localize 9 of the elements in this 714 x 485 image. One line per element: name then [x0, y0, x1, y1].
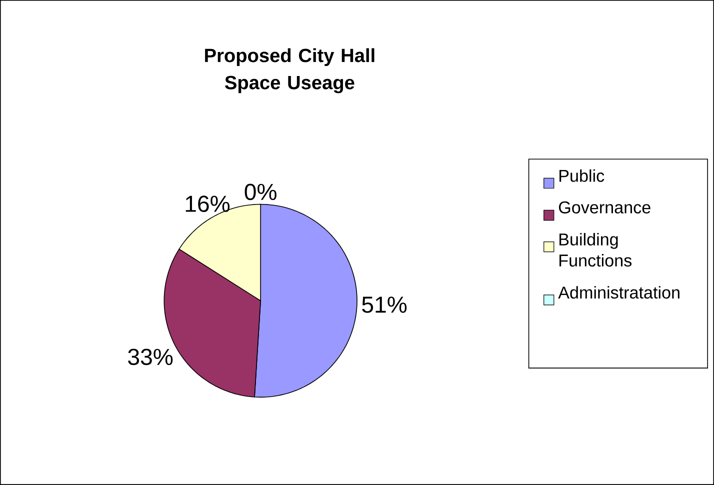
text: 0% [244, 184, 276, 200]
data-label: 16% [186, 196, 230, 212]
chart-title: Proposed City Hall Space Useage [205, 48, 374, 94]
data-label: 51% [362, 296, 407, 313]
legend-label: Public [560, 169, 604, 182]
legend-label: Administratation [558, 286, 680, 299]
legend-label: Governance [558, 201, 650, 214]
legend-label: Building Functions [560, 232, 632, 267]
data-label: 33% [128, 348, 173, 366]
